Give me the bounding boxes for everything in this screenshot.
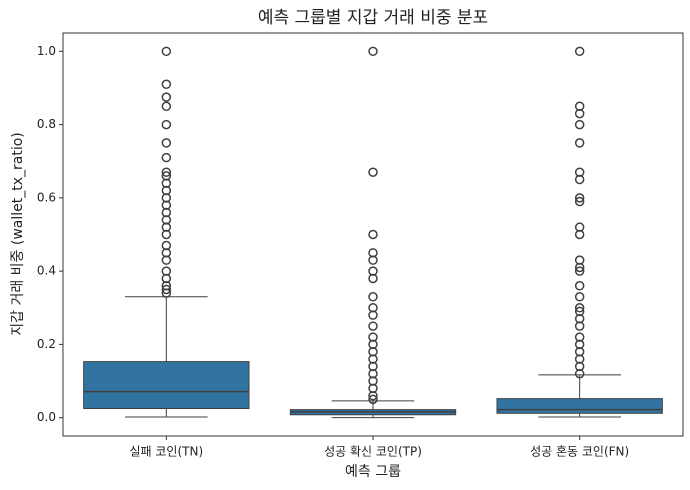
outlier (574, 229, 585, 240)
y-tick-label: 0.2 (37, 337, 56, 351)
outlier (368, 273, 378, 284)
outlier (574, 266, 585, 276)
x-tick-label: 성공 혼동 코인(FN) (530, 445, 629, 459)
outlier (574, 321, 585, 331)
x-axis-label: 예측 그룹 (345, 464, 401, 480)
outlier (161, 255, 172, 265)
outlier (368, 321, 378, 331)
y-tick-label: 1.0 (37, 44, 56, 58)
outlier (574, 174, 585, 185)
y-tick-label: 0.4 (37, 264, 56, 278)
outlier (368, 390, 378, 401)
outlier (161, 101, 172, 112)
outlier (574, 138, 585, 148)
outlier (574, 108, 585, 119)
outlier (161, 167, 172, 177)
outlier (368, 46, 378, 57)
outlier (161, 138, 172, 148)
outlier (368, 167, 378, 177)
outlier (161, 284, 172, 295)
outlier (161, 152, 172, 163)
y-axis-label: 지갑 거래 비중 (wallet_tx_ratio) (10, 132, 26, 336)
outlier (574, 368, 585, 379)
outlier (574, 262, 585, 273)
box (83, 361, 250, 410)
chart-title: 예측 그룹별 지갑 거래 비중 분포 (258, 8, 488, 28)
x-tick-label: 실패 코인(TN) (130, 445, 204, 459)
outlier (161, 92, 172, 102)
outlier (161, 119, 172, 130)
outlier (574, 303, 585, 313)
outlier (368, 229, 378, 240)
outlier (161, 79, 172, 90)
outlier (574, 196, 585, 207)
outlier (368, 310, 378, 320)
outlier (574, 119, 585, 130)
outlier (368, 394, 378, 405)
y-tick-label: 0.6 (37, 190, 56, 204)
y-tick-label: 0.8 (37, 117, 56, 131)
outlier (161, 229, 172, 240)
outlier (368, 255, 378, 265)
outlier (368, 292, 378, 302)
x-tick-label: 성공 확신 코인(TP) (324, 445, 422, 459)
outlier (161, 288, 172, 298)
y-tick-label: 0.0 (37, 410, 56, 424)
outlier (574, 292, 585, 302)
box (496, 398, 663, 414)
outlier (574, 193, 585, 203)
outlier (161, 46, 172, 57)
outlier (574, 281, 585, 291)
outlier (574, 46, 585, 57)
